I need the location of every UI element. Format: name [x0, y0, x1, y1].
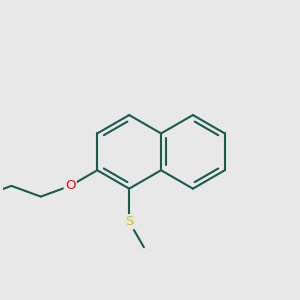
Text: S: S: [125, 215, 134, 228]
Text: O: O: [65, 179, 75, 192]
